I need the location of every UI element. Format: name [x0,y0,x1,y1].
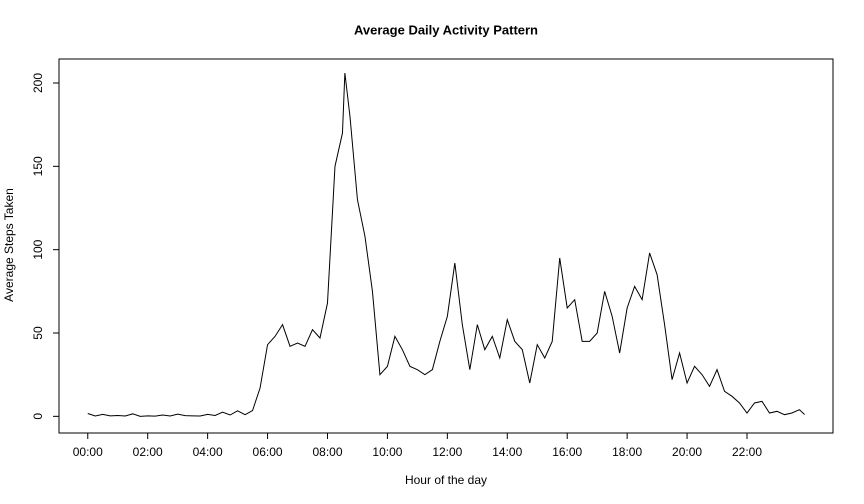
plot-box [58,58,834,434]
y-tick-label: 100 [31,239,45,259]
y-tick-label: 150 [31,156,45,176]
x-tick-label: 04:00 [193,445,223,459]
x-tick-label: 20:00 [672,445,702,459]
y-axis-label: Average Steps Taken [2,188,16,302]
y-tick-label: 50 [31,326,45,340]
x-tick-label: 12:00 [432,445,462,459]
x-tick-label: 16:00 [552,445,582,459]
x-tick-label: 14:00 [492,445,522,459]
x-tick-label: 08:00 [312,445,342,459]
y-tick-label: 0 [31,413,45,420]
y-tick-label: 200 [31,73,45,93]
data-line [87,72,805,417]
chart-title: Average Daily Activity Pattern [354,22,538,37]
x-tick-label: 02:00 [133,445,163,459]
x-tick-label: 18:00 [612,445,642,459]
x-tick-label: 06:00 [253,445,283,459]
x-tick-label: 10:00 [372,445,402,459]
x-tick-label: 22:00 [732,445,762,459]
x-tick-label: 00:00 [73,445,103,459]
x-axis-label: Hour of the day [405,473,487,487]
